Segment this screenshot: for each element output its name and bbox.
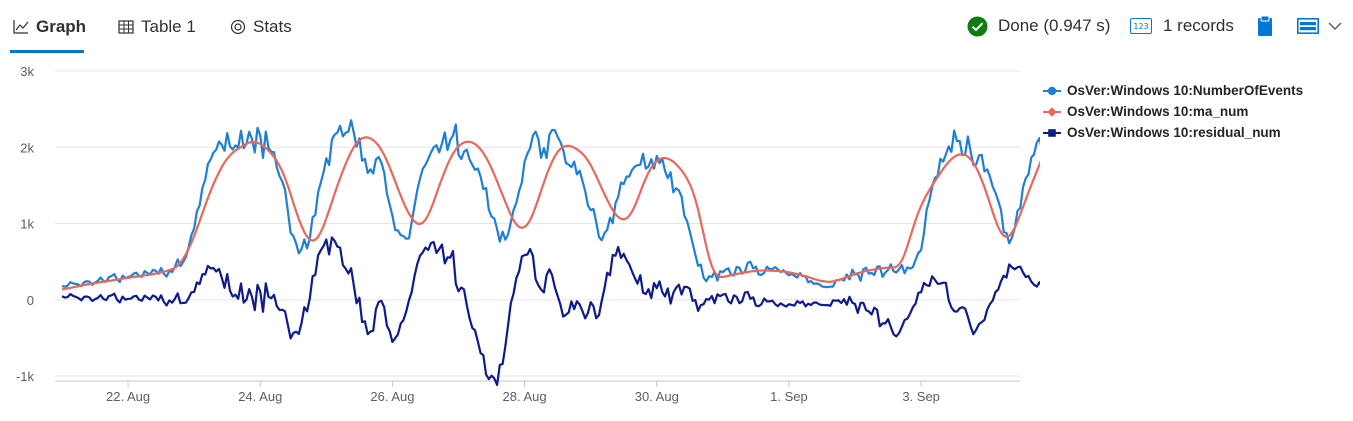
legend-label: OsVer:Windows 10:residual_num xyxy=(1067,125,1281,140)
chart-legend: OsVer:Windows 10:NumberOfEvents OsVer:Win… xyxy=(1043,80,1303,143)
x-tick-label: 26. Aug xyxy=(370,389,414,404)
legend-label: OsVer:Windows 10:NumberOfEvents xyxy=(1067,83,1304,98)
tab-stats[interactable]: Stats xyxy=(229,16,292,38)
legend-label: OsVer:Windows 10:ma_num xyxy=(1067,104,1249,119)
x-tick-label: 28. Aug xyxy=(503,389,547,404)
tab-stats-label: Stats xyxy=(253,17,292,36)
tab-graph-label: Graph xyxy=(36,17,87,36)
records-icon-text: 123 xyxy=(1133,21,1149,31)
layout-dropdown[interactable] xyxy=(1297,13,1342,39)
tab-table-1-label: Table 1 xyxy=(141,17,196,36)
y-tick-label: 1k xyxy=(20,217,34,232)
stats-icon xyxy=(229,18,247,36)
tab-table-1[interactable]: Table 1 xyxy=(117,16,196,38)
records-icon: 123 xyxy=(1130,18,1152,34)
chevron-down-icon xyxy=(1328,22,1342,31)
y-tick-label: 3k xyxy=(20,64,34,79)
active-tab-indicator xyxy=(10,50,84,53)
y-tick-label: 2k xyxy=(20,140,34,155)
line-chart-icon xyxy=(12,18,30,36)
x-tick-label: 24. Aug xyxy=(238,389,282,404)
series-line-1 xyxy=(61,136,1040,291)
legend-marker xyxy=(1043,106,1061,117)
tab-graph[interactable]: Graph xyxy=(12,16,86,38)
check-circle-icon xyxy=(967,16,988,37)
query-status: Done (0.947 s) xyxy=(967,13,1110,39)
legend-marker xyxy=(1043,128,1061,137)
y-tick-label: -1k xyxy=(16,369,35,384)
y-tick-label: 0 xyxy=(27,293,34,308)
series-line-0 xyxy=(61,119,1040,289)
legend-item[interactable]: OsVer:Windows 10:NumberOfEvents xyxy=(1043,80,1303,101)
x-tick-label: 1. Sep xyxy=(770,389,808,404)
x-tick-label: 3. Sep xyxy=(902,389,940,404)
status-text: Done (0.947 s) xyxy=(998,16,1111,35)
series-line-2 xyxy=(61,236,1040,387)
records-count: 123 1 records xyxy=(1130,13,1234,39)
table-icon xyxy=(117,18,135,36)
clipboard-icon xyxy=(1257,15,1273,37)
x-tick-label: 22. Aug xyxy=(106,389,150,404)
x-tick-label: 30. Aug xyxy=(635,389,679,404)
line-chart: 3k 2k 1k 0 -1k 22. Aug 24. Aug 26. Aug 28. Aug 30… xyxy=(16,64,1040,404)
legend-item[interactable]: OsVer:Windows 10:residual_num xyxy=(1043,122,1303,143)
copy-button[interactable] xyxy=(1257,13,1273,39)
legend-item[interactable]: OsVer:Windows 10:ma_num xyxy=(1043,101,1303,122)
layout-icon xyxy=(1297,18,1319,34)
legend-marker xyxy=(1043,86,1061,95)
records-text: 1 records xyxy=(1163,16,1234,35)
